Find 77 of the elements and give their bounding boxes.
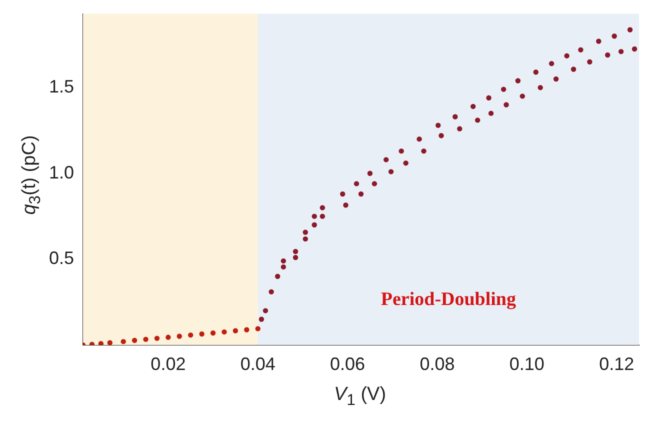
point [553, 76, 559, 82]
point [538, 84, 543, 90]
point [500, 86, 506, 92]
point [436, 122, 441, 128]
point [340, 191, 346, 197]
point [578, 47, 584, 52]
point [474, 118, 480, 123]
point [372, 181, 378, 186]
point [533, 70, 538, 75]
point [292, 254, 298, 260]
point [166, 334, 171, 340]
y-tick-label: 1.0 [48, 162, 74, 182]
point [457, 126, 462, 132]
x-tick-label: 0.08 [420, 354, 455, 374]
point [343, 202, 348, 208]
point [515, 78, 521, 84]
point [132, 338, 138, 343]
point [354, 181, 360, 186]
point [605, 52, 610, 58]
point [388, 169, 394, 174]
point [488, 110, 494, 116]
x-tick-label: 0.02 [150, 354, 186, 374]
y-tick-label: 1.5 [48, 76, 74, 97]
point [258, 316, 264, 322]
point [632, 46, 638, 52]
point [262, 308, 268, 314]
point [210, 330, 216, 336]
point [120, 338, 126, 344]
point [320, 214, 326, 219]
point [107, 340, 113, 345]
point [587, 59, 592, 64]
point [232, 328, 238, 334]
x-tick-label: 0.10 [509, 354, 544, 374]
point [486, 95, 492, 100]
point [438, 133, 444, 138]
point [421, 148, 426, 154]
point [470, 104, 476, 110]
point [292, 248, 298, 254]
point [244, 327, 250, 332]
point [403, 160, 408, 166]
point [627, 27, 633, 32]
x-tick-label: 0.12 [599, 354, 634, 374]
x-axis-title: V$_{1}$ (V) [332, 384, 388, 410]
point [564, 53, 570, 58]
point [255, 326, 260, 332]
point [416, 136, 422, 142]
point [188, 332, 194, 338]
point [320, 205, 326, 210]
point [312, 222, 317, 228]
point [280, 264, 286, 270]
point [452, 114, 458, 120]
point [268, 289, 274, 294]
x-tick-label: 0.04 [240, 354, 276, 374]
point [520, 94, 526, 99]
point [280, 258, 286, 264]
point [358, 191, 364, 197]
point [570, 66, 576, 72]
x-tick-label: 0.06 [330, 354, 366, 374]
point [618, 48, 624, 54]
point [312, 214, 317, 219]
point [548, 60, 554, 66]
point [154, 336, 160, 341]
point [302, 230, 308, 235]
point [199, 331, 204, 337]
point [367, 170, 373, 176]
point [176, 334, 182, 339]
point [302, 236, 308, 242]
point [275, 274, 280, 279]
point [596, 38, 602, 44]
point [398, 148, 404, 154]
point [504, 102, 509, 108]
point [612, 34, 617, 39]
point [384, 157, 389, 162]
y-tick-label: 0.5 [48, 248, 74, 268]
point [143, 336, 148, 342]
point [222, 329, 227, 335]
band-label: Period-Doubling [380, 288, 516, 310]
